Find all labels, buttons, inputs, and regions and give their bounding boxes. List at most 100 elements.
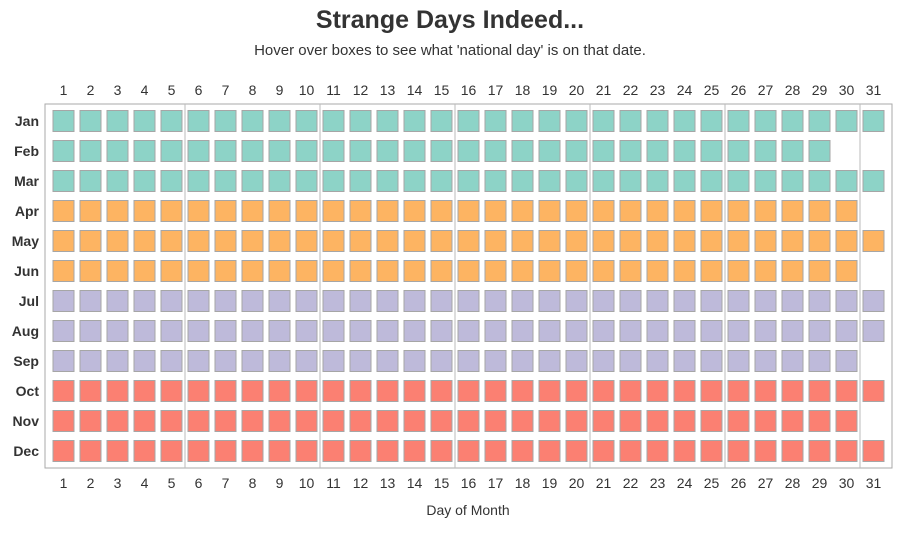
day-cell[interactable]: Jan 27: [754, 110, 777, 132]
day-cell[interactable]: Feb 25: [700, 140, 723, 162]
day-cell[interactable]: Jan 28: [781, 110, 804, 132]
day-cell[interactable]: Nov 26: [727, 410, 750, 432]
day-cell[interactable]: Dec 29: [808, 440, 831, 462]
day-cell[interactable]: Apr 15: [430, 200, 453, 222]
day-cell[interactable]: Mar 30: [835, 170, 858, 192]
day-cell[interactable]: Apr 7: [214, 200, 237, 222]
day-cell[interactable]: Mar 9: [268, 170, 291, 192]
day-cell[interactable]: Apr 3: [106, 200, 129, 222]
day-cell[interactable]: May 7: [214, 230, 237, 252]
day-cell[interactable]: Sep 20: [565, 350, 588, 372]
day-cell[interactable]: Mar 4: [133, 170, 156, 192]
day-cell[interactable]: Dec 15: [430, 440, 453, 462]
day-cell[interactable]: Dec 21: [592, 440, 615, 462]
day-cell[interactable]: May 16: [457, 230, 480, 252]
day-cell[interactable]: Apr 20: [565, 200, 588, 222]
day-cell[interactable]: Jun 8: [241, 260, 264, 282]
day-cell[interactable]: Sep 8: [241, 350, 264, 372]
day-cell[interactable]: Aug 28: [781, 320, 804, 342]
day-cell[interactable]: Sep 13: [376, 350, 399, 372]
day-cell[interactable]: Apr 27: [754, 200, 777, 222]
day-cell[interactable]: Feb 6: [187, 140, 210, 162]
day-cell[interactable]: Mar 21: [592, 170, 615, 192]
day-cell[interactable]: May 1: [52, 230, 75, 252]
day-cell[interactable]: Dec 19: [538, 440, 561, 462]
day-cell[interactable]: Jul 21: [592, 290, 615, 312]
day-cell[interactable]: Jun 3: [106, 260, 129, 282]
day-cell[interactable]: Mar 12: [349, 170, 372, 192]
day-cell[interactable]: Sep 16: [457, 350, 480, 372]
day-cell[interactable]: Jan 7: [214, 110, 237, 132]
day-cell[interactable]: Dec 9: [268, 440, 291, 462]
day-cell[interactable]: Mar 26: [727, 170, 750, 192]
day-cell[interactable]: Dec 26: [727, 440, 750, 462]
day-cell[interactable]: Dec 8: [241, 440, 264, 462]
day-cell[interactable]: Apr 30: [835, 200, 858, 222]
day-cell[interactable]: Jul 7: [214, 290, 237, 312]
day-cell[interactable]: Nov 9: [268, 410, 291, 432]
day-cell[interactable]: Nov 28: [781, 410, 804, 432]
day-cell[interactable]: Oct 1: [52, 380, 75, 402]
day-cell[interactable]: Jun 6: [187, 260, 210, 282]
day-cell[interactable]: Dec 6: [187, 440, 210, 462]
day-cell[interactable]: Jun 15: [430, 260, 453, 282]
day-cell[interactable]: Apr 17: [484, 200, 507, 222]
day-cell[interactable]: Jun 10: [295, 260, 318, 282]
day-cell[interactable]: Jul 6: [187, 290, 210, 312]
day-cell[interactable]: Oct 22: [619, 380, 642, 402]
day-cell[interactable]: Aug 2: [79, 320, 102, 342]
day-cell[interactable]: Feb 7: [214, 140, 237, 162]
day-cell[interactable]: Mar 15: [430, 170, 453, 192]
day-cell[interactable]: Feb 13: [376, 140, 399, 162]
day-cell[interactable]: Nov 21: [592, 410, 615, 432]
day-cell[interactable]: Jul 14: [403, 290, 426, 312]
day-cell[interactable]: Apr 6: [187, 200, 210, 222]
day-cell[interactable]: Dec 11: [322, 440, 345, 462]
day-cell[interactable]: May 24: [673, 230, 696, 252]
day-cell[interactable]: Sep 21: [592, 350, 615, 372]
day-cell[interactable]: Aug 4: [133, 320, 156, 342]
day-cell[interactable]: Jul 28: [781, 290, 804, 312]
day-cell[interactable]: Mar 31: [862, 170, 885, 192]
day-cell[interactable]: Sep 5: [160, 350, 183, 372]
day-cell[interactable]: Jul 16: [457, 290, 480, 312]
day-cell[interactable]: May 25: [700, 230, 723, 252]
day-cell[interactable]: Oct 2: [79, 380, 102, 402]
day-cell[interactable]: Jun 23: [646, 260, 669, 282]
day-cell[interactable]: Oct 4: [133, 380, 156, 402]
day-cell[interactable]: Jul 4: [133, 290, 156, 312]
day-cell[interactable]: Jan 14: [403, 110, 426, 132]
day-cell[interactable]: May 30: [835, 230, 858, 252]
day-cell[interactable]: Nov 3: [106, 410, 129, 432]
day-cell[interactable]: Mar 6: [187, 170, 210, 192]
day-cell[interactable]: Nov 29: [808, 410, 831, 432]
day-cell[interactable]: Oct 30: [835, 380, 858, 402]
day-cell[interactable]: Mar 13: [376, 170, 399, 192]
day-cell[interactable]: Jan 12: [349, 110, 372, 132]
day-cell[interactable]: Mar 22: [619, 170, 642, 192]
day-cell[interactable]: Aug 6: [187, 320, 210, 342]
day-cell[interactable]: Jul 22: [619, 290, 642, 312]
day-cell[interactable]: Sep 3: [106, 350, 129, 372]
day-cell[interactable]: Feb 9: [268, 140, 291, 162]
day-cell[interactable]: Feb 5: [160, 140, 183, 162]
day-cell[interactable]: Apr 24: [673, 200, 696, 222]
day-cell[interactable]: Nov 18: [511, 410, 534, 432]
day-cell[interactable]: Jun 18: [511, 260, 534, 282]
day-cell[interactable]: Dec 18: [511, 440, 534, 462]
day-cell[interactable]: May 20: [565, 230, 588, 252]
day-cell[interactable]: Sep 28: [781, 350, 804, 372]
day-cell[interactable]: Feb 29: [808, 140, 831, 162]
day-cell[interactable]: Apr 19: [538, 200, 561, 222]
day-cell[interactable]: Jun 21: [592, 260, 615, 282]
day-cell[interactable]: Jan 29: [808, 110, 831, 132]
day-cell[interactable]: Dec 23: [646, 440, 669, 462]
day-cell[interactable]: Aug 27: [754, 320, 777, 342]
day-cell[interactable]: May 5: [160, 230, 183, 252]
day-cell[interactable]: Sep 10: [295, 350, 318, 372]
day-cell[interactable]: Aug 5: [160, 320, 183, 342]
day-cell[interactable]: Aug 31: [862, 320, 885, 342]
day-cell[interactable]: Nov 20: [565, 410, 588, 432]
day-cell[interactable]: Jul 5: [160, 290, 183, 312]
day-cell[interactable]: Mar 23: [646, 170, 669, 192]
